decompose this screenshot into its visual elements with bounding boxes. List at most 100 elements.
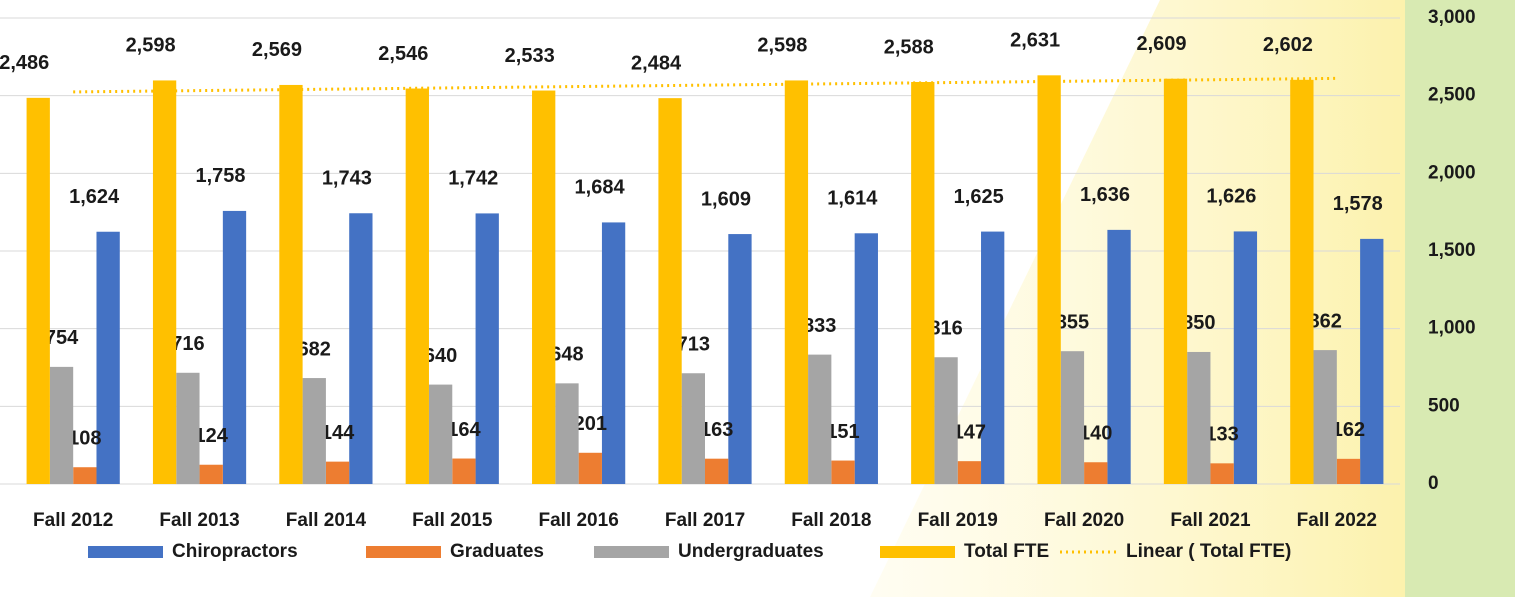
bar — [705, 458, 729, 484]
bar — [325, 461, 350, 484]
data-label: 862 — [1308, 310, 1341, 332]
data-label: 850 — [1182, 312, 1215, 334]
data-label: 163 — [700, 419, 733, 441]
y-tick-label: 1,500 — [1428, 240, 1476, 261]
x-tick-label: Fall 2015 — [412, 510, 493, 531]
bar — [981, 231, 1005, 484]
bar — [405, 88, 429, 484]
data-label: 1,624 — [69, 186, 120, 208]
bar — [152, 80, 177, 484]
data-label: 1,614 — [827, 188, 878, 210]
data-label: 1,684 — [575, 177, 626, 199]
plot: 0 500 1,000 1,500 2,000 2,500 3,000 Fall 2012 Fa… — [0, 7, 1476, 562]
bar — [1060, 351, 1085, 484]
data-label: 648 — [550, 344, 583, 366]
x-tick-label: Fall 2014 — [286, 510, 367, 531]
legend-swatch — [594, 546, 669, 558]
x-tick-label: Fall 2021 — [1170, 510, 1251, 531]
bar — [199, 464, 223, 484]
legend-swatch — [88, 546, 163, 558]
y-tick-label: 3,000 — [1428, 7, 1476, 28]
bar — [1210, 463, 1234, 484]
data-label: 164 — [447, 419, 481, 441]
data-label: 140 — [1079, 423, 1112, 445]
data-label: 151 — [826, 421, 859, 443]
bar — [1290, 79, 1314, 485]
data-label: 2,569 — [252, 39, 302, 61]
bar — [475, 213, 499, 484]
bar — [681, 373, 705, 484]
bar — [1037, 75, 1061, 485]
data-label: 1,742 — [448, 168, 498, 190]
bar — [452, 458, 476, 484]
bar — [279, 84, 303, 484]
bar — [222, 210, 247, 484]
data-label: 2,609 — [1136, 33, 1186, 55]
data-label: 833 — [803, 315, 836, 337]
bar — [1187, 351, 1211, 484]
bar — [658, 98, 682, 484]
x-tick-label: Fall 2020 — [1044, 510, 1124, 531]
x-tick-label: Fall 2018 — [791, 510, 871, 531]
x-tick-label: Fall 2017 — [665, 510, 745, 531]
x-tick-label: Fall 2012 — [33, 510, 113, 531]
legend-swatch — [880, 546, 955, 558]
bar — [555, 383, 579, 484]
data-label: 133 — [1205, 424, 1238, 446]
bar — [854, 233, 878, 484]
y-tick-label: 500 — [1428, 395, 1460, 416]
data-label: 144 — [321, 422, 355, 444]
data-label: 855 — [1056, 311, 1089, 333]
y-tick-label: 2,500 — [1428, 85, 1476, 106]
data-label: 1,636 — [1080, 184, 1130, 206]
data-label: 682 — [298, 338, 331, 360]
bar — [176, 372, 200, 484]
bar — [1084, 462, 1108, 484]
y-tick-label: 1,000 — [1428, 318, 1476, 339]
data-label: 1,609 — [701, 188, 751, 210]
legend-label: Total FTE — [964, 541, 1049, 562]
data-label: 1,758 — [195, 165, 245, 187]
data-label: 162 — [1332, 419, 1365, 441]
data-label: 147 — [953, 421, 986, 443]
data-label: 2,631 — [1010, 30, 1060, 52]
bar — [532, 90, 556, 485]
x-tick-label: Fall 2016 — [538, 510, 618, 531]
data-label: 2,484 — [631, 52, 682, 74]
bar — [601, 222, 626, 484]
x-tick-label: Fall 2022 — [1297, 510, 1377, 531]
data-label: 2,533 — [505, 45, 555, 67]
data-label: 2,602 — [1263, 34, 1313, 56]
background-shape — [870, 0, 1515, 597]
bar — [784, 80, 809, 484]
x-tick-label: Fall 2013 — [159, 510, 239, 531]
bar — [49, 366, 74, 484]
y-tick-label: 2,000 — [1428, 162, 1476, 183]
data-label: 1,625 — [954, 186, 1004, 208]
data-label: 2,598 — [757, 35, 807, 57]
data-label: 2,546 — [378, 43, 428, 65]
data-label: 640 — [424, 345, 457, 367]
bar — [1360, 238, 1384, 484]
data-label: 201 — [574, 413, 607, 435]
bar — [578, 452, 602, 484]
bar — [26, 97, 50, 484]
bar — [934, 357, 958, 484]
bar — [831, 460, 855, 484]
bar — [96, 231, 120, 484]
bar — [1233, 231, 1258, 484]
data-label: 124 — [195, 425, 229, 447]
trendline — [73, 76, 1337, 94]
bar — [1313, 350, 1337, 484]
data-label: 2,598 — [126, 35, 176, 57]
legend-label: Linear ( Total FTE) — [1126, 541, 1291, 562]
bar — [957, 461, 982, 484]
bar — [349, 213, 373, 484]
bar — [1163, 78, 1188, 484]
background-panel — [1405, 0, 1515, 597]
data-label: 108 — [68, 428, 101, 450]
data-label: 713 — [677, 334, 710, 356]
bar — [1107, 229, 1131, 484]
y-tick-label: 0 — [1428, 473, 1439, 494]
